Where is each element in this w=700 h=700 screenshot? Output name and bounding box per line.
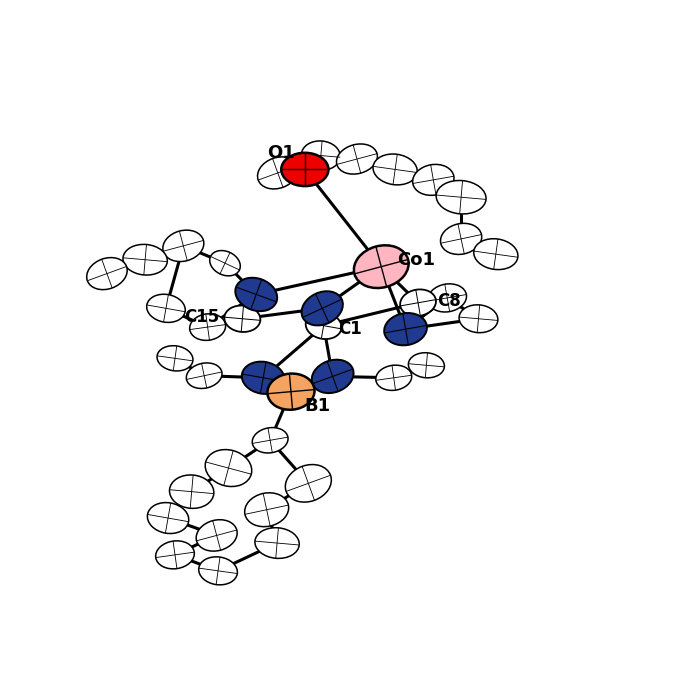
Ellipse shape	[354, 245, 409, 288]
Ellipse shape	[196, 519, 237, 551]
Ellipse shape	[147, 294, 186, 323]
Ellipse shape	[306, 312, 342, 339]
Ellipse shape	[436, 181, 486, 214]
Ellipse shape	[286, 465, 331, 502]
Ellipse shape	[252, 428, 288, 453]
Ellipse shape	[337, 144, 377, 174]
Text: C15: C15	[184, 309, 219, 326]
Text: C1: C1	[338, 320, 362, 338]
Ellipse shape	[123, 244, 167, 275]
Ellipse shape	[373, 154, 417, 185]
Ellipse shape	[302, 291, 343, 326]
Ellipse shape	[258, 157, 298, 189]
Ellipse shape	[281, 153, 328, 186]
Text: O1: O1	[267, 144, 295, 162]
Ellipse shape	[169, 475, 214, 508]
Ellipse shape	[267, 374, 314, 409]
Ellipse shape	[155, 541, 195, 569]
Ellipse shape	[384, 313, 427, 345]
Ellipse shape	[199, 556, 237, 585]
Ellipse shape	[302, 141, 340, 170]
Ellipse shape	[157, 346, 193, 371]
Text: C8: C8	[437, 293, 461, 310]
Ellipse shape	[190, 314, 225, 340]
Ellipse shape	[148, 503, 189, 533]
Ellipse shape	[400, 289, 436, 316]
Ellipse shape	[376, 365, 412, 391]
Ellipse shape	[205, 449, 252, 486]
Ellipse shape	[255, 528, 300, 559]
Text: Co1: Co1	[397, 251, 435, 269]
Ellipse shape	[245, 493, 288, 526]
Text: B1: B1	[304, 397, 330, 414]
Ellipse shape	[440, 223, 482, 254]
Ellipse shape	[428, 284, 466, 312]
Ellipse shape	[163, 230, 204, 262]
Ellipse shape	[408, 353, 444, 378]
Ellipse shape	[210, 251, 240, 276]
Ellipse shape	[87, 258, 127, 290]
Ellipse shape	[412, 164, 454, 195]
Ellipse shape	[474, 239, 518, 270]
Ellipse shape	[241, 362, 285, 394]
Ellipse shape	[224, 305, 260, 332]
Ellipse shape	[186, 363, 222, 389]
Ellipse shape	[459, 304, 498, 332]
Ellipse shape	[312, 360, 354, 393]
Ellipse shape	[235, 278, 277, 312]
